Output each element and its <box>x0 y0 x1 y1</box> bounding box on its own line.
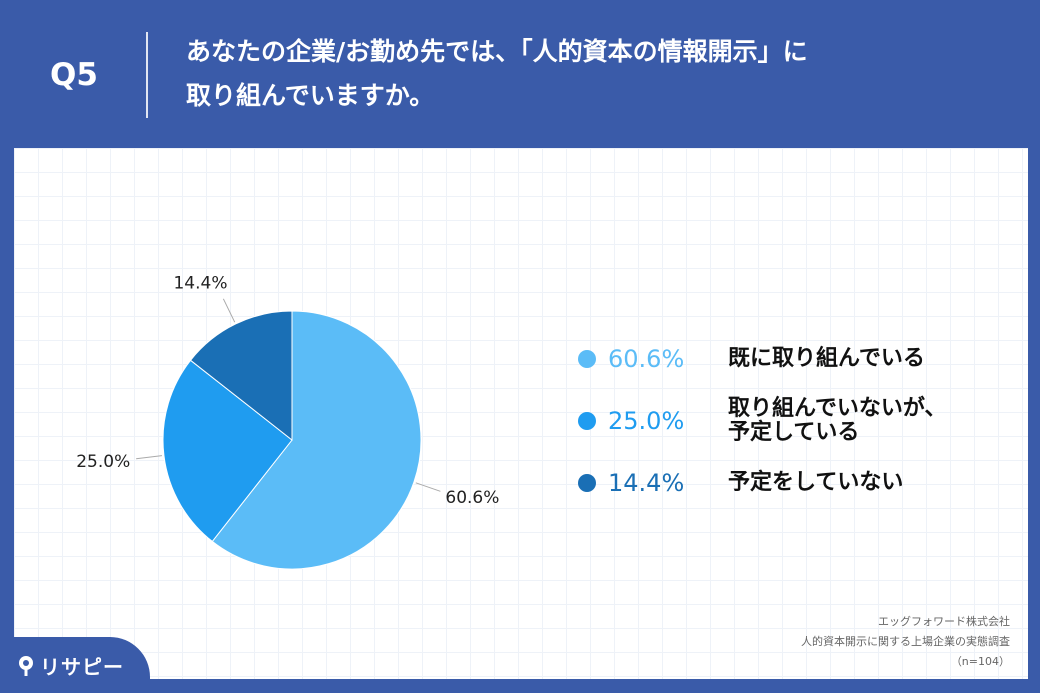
brand-logo: リサピー <box>0 637 150 693</box>
header: Q5 あなたの企業/お勤め先では、「人的資本の情報開示」に 取り組んでいますか。 <box>0 0 1040 148</box>
source-line-1: エッグフォワード株式会社 <box>878 615 1010 628</box>
legend-label: 予定をしていない <box>728 470 904 495</box>
legend-label: 既に取り組んでいる <box>728 346 925 371</box>
leader-line <box>222 298 236 323</box>
legend-dot-icon <box>578 350 596 368</box>
legend-percent: 60.6% <box>608 345 685 373</box>
legend-dot-icon <box>578 474 596 492</box>
slice-label: 60.6% <box>445 488 499 508</box>
legend: 60.6% 既に取り組んでいる 25.0% 取り組んでいないが、 予定している … <box>574 328 1014 514</box>
pie-slice <box>211 310 422 570</box>
source-line-2: 人的資本開示に関する上場企業の実態調査 <box>801 635 1010 648</box>
legend-dot-icon <box>578 412 596 430</box>
slice-label: 14.4% <box>173 274 227 294</box>
brand-name: リサピー <box>40 655 124 679</box>
slice-label: 25.0% <box>76 452 130 472</box>
pie-chart: 60.6% 25.0% 14.4% <box>76 274 499 570</box>
legend-row: 14.4% 予定をしていない <box>574 452 1014 514</box>
question-line-1: あなたの企業/お勤め先では、「人的資本の情報開示」に <box>186 37 808 66</box>
question-line-2: 取り組んでいますか。 <box>186 81 435 110</box>
question-number: Q5 <box>50 57 98 93</box>
legend-row: 25.0% 取り組んでいないが、 予定している <box>574 390 1014 452</box>
source-note: エッグフォワード株式会社 人的資本開示に関する上場企業の実態調査 （n=104） <box>610 612 1010 672</box>
pin-icon <box>19 656 33 676</box>
header-divider <box>146 32 148 118</box>
leader-line <box>415 482 441 492</box>
source-line-3: （n=104） <box>950 655 1010 668</box>
question-text: あなたの企業/お勤め先では、「人的資本の情報開示」に 取り組んでいますか。 <box>186 30 1006 118</box>
legend-percent: 25.0% <box>608 407 685 435</box>
leader-line <box>136 455 162 460</box>
pie-slice <box>189 310 293 442</box>
legend-label: 取り組んでいないが、 予定している <box>728 396 947 445</box>
legend-percent: 14.4% <box>608 469 685 497</box>
legend-row: 60.6% 既に取り組んでいる <box>574 328 1014 390</box>
pie-slice <box>162 359 293 543</box>
chart-panel: 60.6% 25.0% 14.4% 60.6% 既に取り組んでいる 25.0% 取り… <box>14 148 1028 679</box>
